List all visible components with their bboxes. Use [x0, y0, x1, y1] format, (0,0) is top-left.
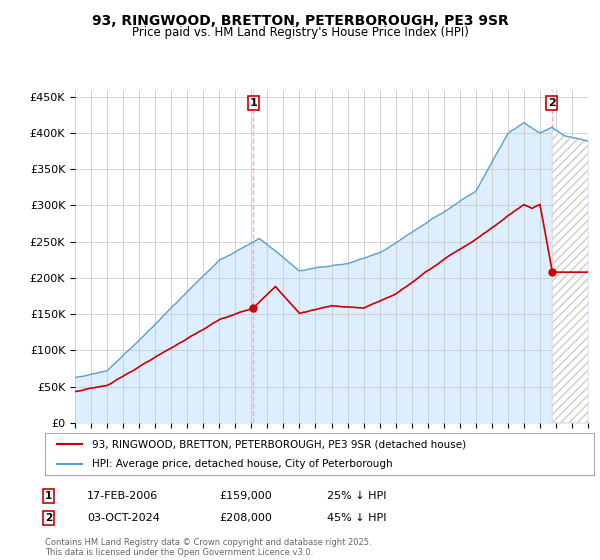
Text: 17-FEB-2006: 17-FEB-2006 — [87, 491, 158, 501]
Text: £208,000: £208,000 — [219, 513, 272, 523]
Text: 45% ↓ HPI: 45% ↓ HPI — [327, 513, 386, 523]
Text: 93, RINGWOOD, BRETTON, PETERBOROUGH, PE3 9SR: 93, RINGWOOD, BRETTON, PETERBOROUGH, PE3… — [92, 14, 508, 28]
Text: Contains HM Land Registry data © Crown copyright and database right 2025.
This d: Contains HM Land Registry data © Crown c… — [45, 538, 371, 557]
Text: HPI: Average price, detached house, City of Peterborough: HPI: Average price, detached house, City… — [92, 459, 392, 469]
Text: 2: 2 — [548, 98, 556, 108]
Text: Price paid vs. HM Land Registry's House Price Index (HPI): Price paid vs. HM Land Registry's House … — [131, 26, 469, 39]
Text: 03-OCT-2024: 03-OCT-2024 — [87, 513, 160, 523]
Text: 1: 1 — [45, 491, 52, 501]
Text: 93, RINGWOOD, BRETTON, PETERBOROUGH, PE3 9SR (detached house): 93, RINGWOOD, BRETTON, PETERBOROUGH, PE3… — [92, 440, 466, 450]
Text: 2: 2 — [45, 513, 52, 523]
Text: 25% ↓ HPI: 25% ↓ HPI — [327, 491, 386, 501]
Text: 1: 1 — [250, 98, 257, 108]
Text: £159,000: £159,000 — [219, 491, 272, 501]
